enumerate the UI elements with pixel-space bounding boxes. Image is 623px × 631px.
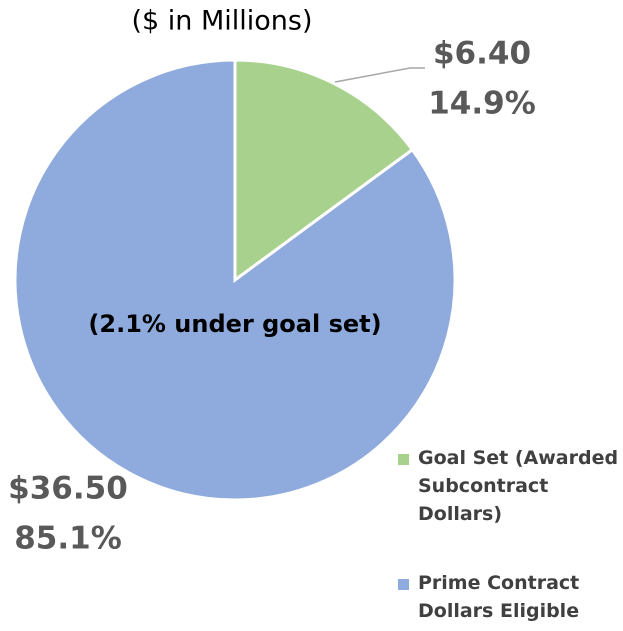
value-label: $6.40 [433,36,531,72]
pie-slice [233,58,415,283]
pie-slice [13,58,457,502]
legend-label: Goal Set (Awarded Subcontract Dollars) [418,447,619,525]
value-label: $36.50 [8,471,128,507]
legend-label: Prime Contract Dollars Eligible [418,572,580,622]
legend-swatch [398,579,409,590]
percentage-label: 85.1% [14,521,122,557]
annotation: (2.1% under goal set) [88,310,381,338]
legend-swatch [398,454,409,465]
leader-line [334,67,425,83]
slices [13,58,457,502]
percentage-label: 14.9% [428,86,536,122]
chart-subtitle: ($ in Millions) [131,6,312,37]
